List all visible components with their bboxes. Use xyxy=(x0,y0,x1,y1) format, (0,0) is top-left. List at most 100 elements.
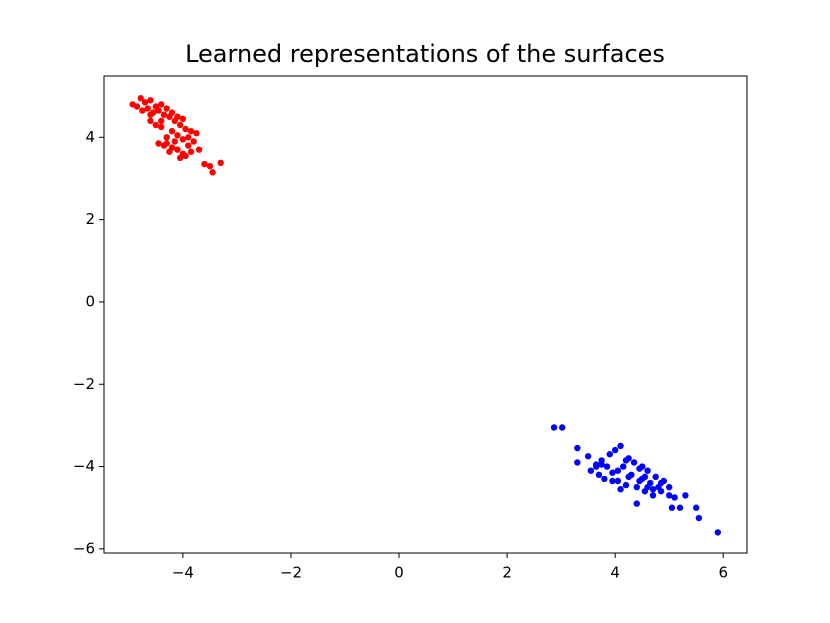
point xyxy=(649,486,657,493)
x-tick-label: −4 xyxy=(172,564,194,582)
point xyxy=(163,105,170,112)
point xyxy=(676,504,684,511)
x-tick-label: −2 xyxy=(280,564,302,582)
point xyxy=(195,146,203,153)
x-tick-label: 2 xyxy=(502,564,512,582)
point xyxy=(693,504,700,511)
point xyxy=(163,134,170,141)
point xyxy=(617,442,624,450)
point xyxy=(168,127,176,135)
x-tick-label: 4 xyxy=(610,564,620,582)
point xyxy=(168,109,176,116)
point xyxy=(182,125,189,133)
x-tick-label: 6 xyxy=(718,564,728,582)
point xyxy=(638,463,646,470)
y-tick-label: 4 xyxy=(85,128,95,146)
y-tick-label: −4 xyxy=(73,457,95,475)
point xyxy=(574,459,581,466)
point xyxy=(657,488,665,495)
point xyxy=(630,459,638,466)
point xyxy=(155,107,162,114)
x-tick-label: 0 xyxy=(394,564,404,582)
point xyxy=(187,127,195,135)
point xyxy=(622,481,630,489)
y-tick-label: −2 xyxy=(73,375,95,393)
point xyxy=(201,160,208,168)
point xyxy=(559,424,566,431)
point xyxy=(606,451,613,458)
chart-title: Learned representations of the surfaces xyxy=(185,40,665,68)
point xyxy=(174,132,181,139)
point xyxy=(633,483,640,491)
point xyxy=(155,140,162,147)
point xyxy=(609,469,616,476)
point xyxy=(160,111,168,118)
point xyxy=(141,99,149,106)
point xyxy=(620,463,627,470)
y-tick-label: 0 xyxy=(85,292,95,310)
point xyxy=(158,101,165,108)
point xyxy=(587,467,595,474)
point xyxy=(598,461,605,468)
point xyxy=(166,148,173,155)
point xyxy=(144,105,151,112)
point xyxy=(179,115,187,123)
point xyxy=(158,123,165,131)
point xyxy=(158,117,165,125)
point xyxy=(595,471,603,479)
point xyxy=(682,492,689,499)
point xyxy=(671,494,678,501)
point xyxy=(649,492,657,499)
point xyxy=(217,159,224,167)
y-tick-label: 2 xyxy=(85,210,95,228)
point xyxy=(644,483,651,491)
point xyxy=(601,475,608,483)
point xyxy=(174,146,181,153)
point xyxy=(171,138,178,145)
point xyxy=(636,477,643,485)
point xyxy=(147,97,154,104)
point xyxy=(206,162,214,170)
point xyxy=(176,121,184,129)
point xyxy=(641,473,649,481)
point xyxy=(633,500,640,507)
point xyxy=(147,111,154,118)
point xyxy=(622,457,630,464)
point xyxy=(611,446,619,454)
point xyxy=(617,486,624,493)
point xyxy=(147,117,154,125)
point xyxy=(609,477,616,485)
point xyxy=(550,424,558,431)
point xyxy=(593,463,600,470)
point xyxy=(665,483,673,491)
point xyxy=(625,473,632,481)
point xyxy=(574,444,581,452)
point xyxy=(190,138,197,145)
point xyxy=(182,152,189,160)
point xyxy=(139,107,146,114)
point xyxy=(193,130,200,137)
point xyxy=(695,514,703,522)
point xyxy=(644,467,651,474)
point xyxy=(160,142,168,149)
point xyxy=(179,136,187,143)
point xyxy=(152,121,160,129)
point xyxy=(209,169,216,176)
point xyxy=(614,467,622,474)
point xyxy=(584,453,592,460)
point xyxy=(187,148,195,155)
point xyxy=(657,479,665,487)
y-tick-label: −6 xyxy=(73,539,95,557)
point xyxy=(185,134,192,141)
point xyxy=(714,529,722,536)
point xyxy=(176,154,184,162)
point xyxy=(174,113,181,120)
point xyxy=(652,473,659,481)
plot-frame xyxy=(103,75,748,554)
point xyxy=(665,492,673,499)
point xyxy=(185,142,192,149)
point xyxy=(133,103,141,110)
point xyxy=(137,95,144,102)
point xyxy=(668,504,676,511)
